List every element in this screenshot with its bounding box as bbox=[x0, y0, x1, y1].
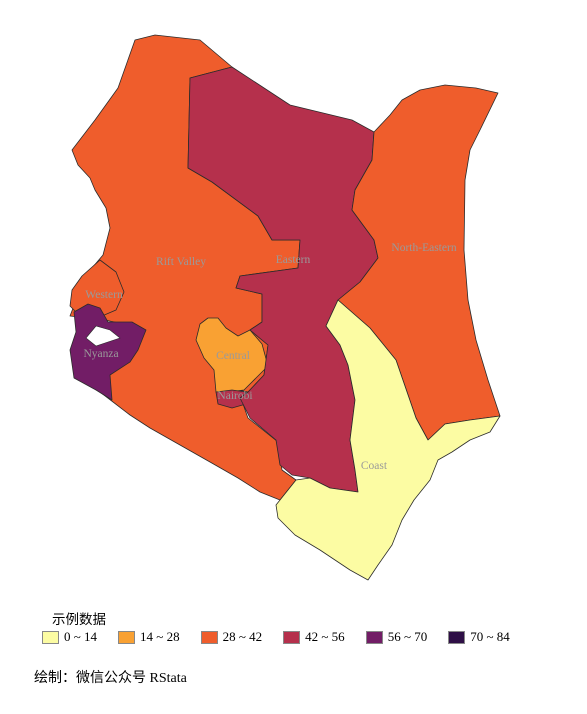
legend-swatch bbox=[118, 630, 136, 644]
label-nairobi: Nairobi bbox=[217, 390, 252, 402]
legend-label: 56 ~ 70 bbox=[387, 629, 428, 644]
region-coast[interactable] bbox=[275, 299, 501, 581]
label-coast: Coast bbox=[361, 460, 388, 472]
legend-item: 14 ~ 28 bbox=[118, 629, 180, 645]
legend-item: 0 ~ 14 bbox=[42, 629, 97, 645]
region-central[interactable] bbox=[195, 317, 269, 393]
legend-label: 0 ~ 14 bbox=[64, 629, 98, 644]
legend-item: 70 ~ 84 bbox=[448, 629, 510, 645]
legend-swatch bbox=[200, 630, 218, 644]
legend-swatch bbox=[448, 630, 466, 644]
label-rift-valley: Rift Valley bbox=[156, 256, 206, 268]
label-eastern: Eastern bbox=[276, 254, 311, 266]
label-western: Western bbox=[85, 289, 123, 301]
legend: 0 ~ 14 14 ~ 28 28 ~ 42 42 ~ 56 56 ~ 70 7… bbox=[42, 629, 531, 645]
legend-item: 56 ~ 70 bbox=[365, 629, 428, 645]
legend-label: 28 ~ 42 bbox=[222, 629, 263, 644]
lake-inlet bbox=[85, 325, 121, 347]
legend-item: 28 ~ 42 bbox=[200, 629, 263, 645]
kenya-map: Rift Valley Western Nyanza Central Nairo… bbox=[69, 34, 501, 581]
legend-swatch bbox=[365, 630, 383, 644]
legend-swatch bbox=[283, 630, 301, 644]
region-nyanza[interactable] bbox=[69, 303, 147, 401]
legend-label: 42 ~ 56 bbox=[305, 629, 345, 644]
legend-label: 70 ~ 84 bbox=[470, 629, 510, 644]
caption: 绘制：微信公众号 RStata bbox=[34, 671, 187, 686]
legend-item: 42 ~ 56 bbox=[283, 629, 345, 645]
label-nyanza: Nyanza bbox=[83, 348, 118, 360]
label-north-eastern: North-Eastern bbox=[391, 242, 456, 254]
legend-title: 示例数据 bbox=[52, 612, 106, 627]
label-central: Central bbox=[216, 350, 250, 362]
legend-swatch bbox=[42, 630, 59, 644]
legend-label: 14 ~ 28 bbox=[140, 629, 180, 644]
